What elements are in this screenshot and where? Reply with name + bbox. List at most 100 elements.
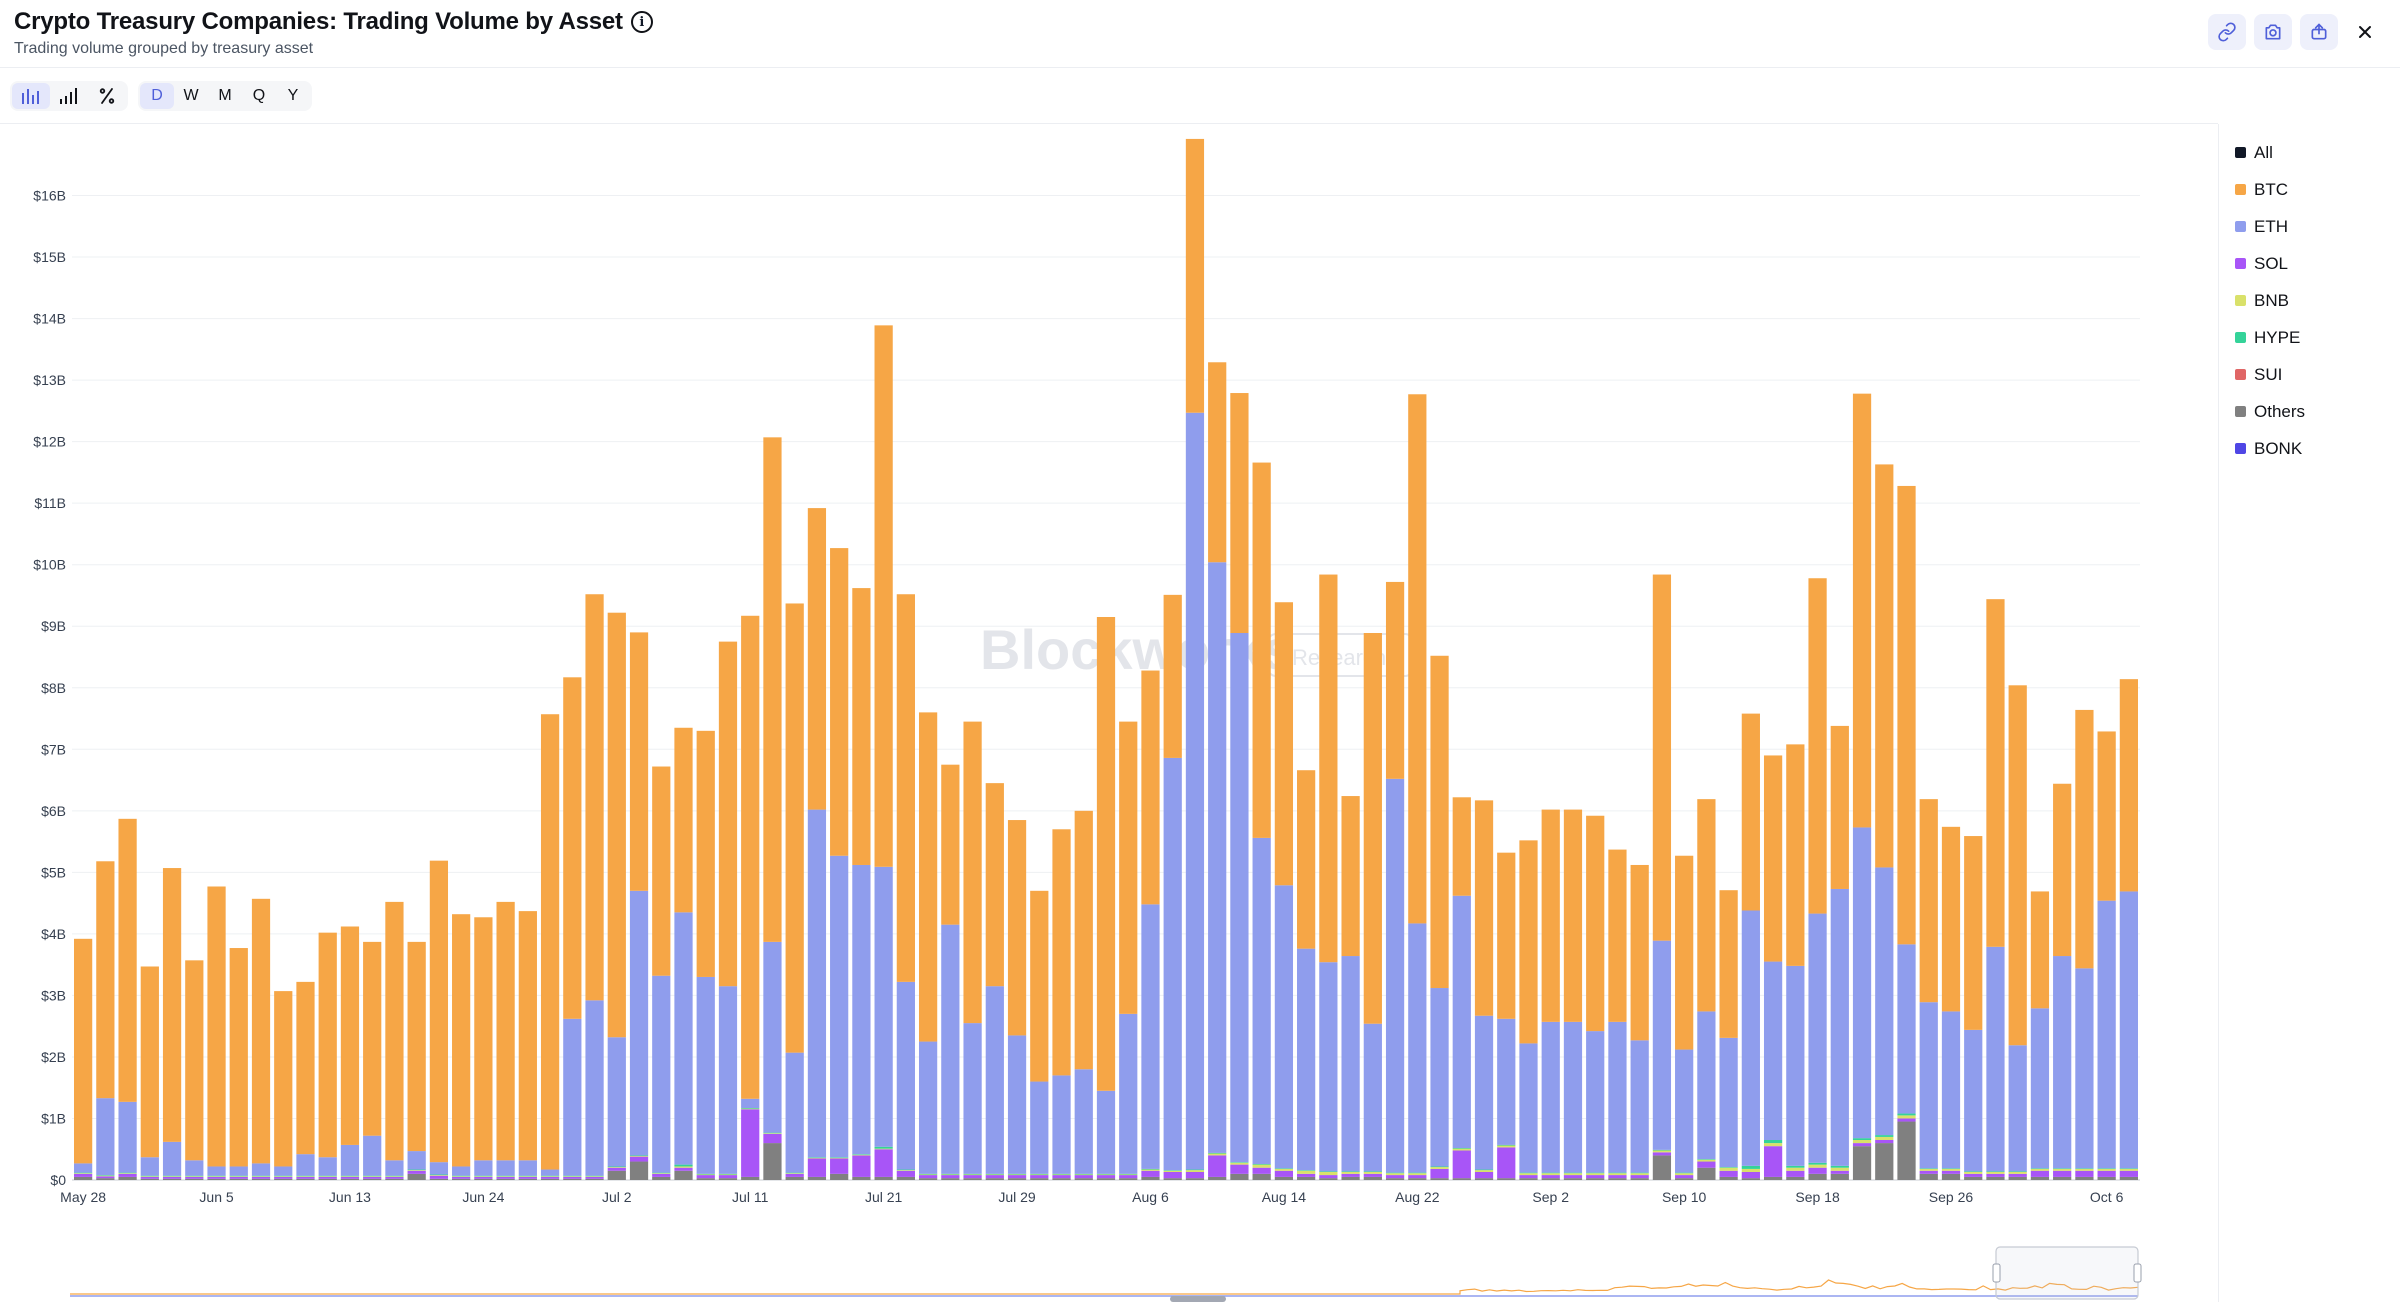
bar-btc[interactable] bbox=[1563, 809, 1583, 1022]
bar-hype[interactable] bbox=[1052, 1173, 1071, 1175]
bar-bnb[interactable] bbox=[1274, 1168, 1294, 1171]
bar-bnb[interactable] bbox=[1630, 1173, 1649, 1176]
bar-bnb[interactable] bbox=[1986, 1172, 2005, 1174]
bar-btc[interactable] bbox=[1808, 578, 1827, 914]
bar-eth[interactable] bbox=[1363, 1023, 1382, 1172]
bar-btc[interactable] bbox=[1986, 599, 2005, 947]
bar-others[interactable] bbox=[1830, 1173, 1849, 1180]
bar-bnb[interactable] bbox=[96, 1175, 115, 1177]
bar-btc[interactable] bbox=[1652, 574, 1672, 941]
bar-bnb[interactable] bbox=[1319, 1172, 1338, 1176]
bar-hype[interactable] bbox=[763, 1132, 782, 1134]
bar-btc[interactable] bbox=[1007, 820, 1027, 1036]
bar-bnb[interactable] bbox=[452, 1176, 471, 1177]
bar-eth[interactable] bbox=[1964, 1029, 1983, 1172]
bar-eth[interactable] bbox=[429, 1162, 449, 1175]
bar-eth[interactable] bbox=[74, 1163, 93, 1173]
bar-others[interactable] bbox=[1897, 1121, 1916, 1180]
bar-eth[interactable] bbox=[718, 986, 738, 1174]
bar-bnb[interactable] bbox=[785, 1173, 804, 1174]
bar-others[interactable] bbox=[340, 1178, 360, 1180]
bar-bnb[interactable] bbox=[2075, 1168, 2094, 1171]
bar-others[interactable] bbox=[2053, 1176, 2072, 1180]
bar-sol[interactable] bbox=[407, 1170, 426, 1174]
bar-sol[interactable] bbox=[185, 1176, 204, 1179]
timeframe-d-button[interactable]: D bbox=[140, 83, 174, 109]
bar-hype[interactable] bbox=[963, 1173, 982, 1175]
bar-eth[interactable] bbox=[229, 1166, 248, 1176]
bar-sol[interactable] bbox=[1941, 1170, 1961, 1174]
bar-btc[interactable] bbox=[1452, 797, 1471, 896]
bar-btc[interactable] bbox=[162, 868, 182, 1142]
bar-sol[interactable] bbox=[74, 1173, 93, 1177]
bar-eth[interactable] bbox=[274, 1166, 293, 1176]
bar-btc[interactable] bbox=[1586, 815, 1605, 1032]
bar-eth[interactable] bbox=[2119, 891, 2138, 1169]
bar-bnb[interactable] bbox=[674, 1166, 693, 1168]
bar-btc[interactable] bbox=[1474, 800, 1494, 1016]
bar-eth[interactable] bbox=[1786, 965, 1805, 1166]
bar-bnb[interactable] bbox=[2119, 1168, 2138, 1171]
bar-bnb[interactable] bbox=[1786, 1167, 1805, 1171]
bar-others[interactable] bbox=[1430, 1178, 1449, 1180]
bar-eth[interactable] bbox=[941, 924, 960, 1174]
bar-eth[interactable] bbox=[1741, 910, 1760, 1166]
bar-sol[interactable] bbox=[741, 1109, 760, 1177]
bar-btc[interactable] bbox=[963, 721, 982, 1024]
bar-hype[interactable] bbox=[652, 1172, 671, 1174]
bar-hype[interactable] bbox=[1030, 1173, 1049, 1175]
bar-sol[interactable] bbox=[1274, 1170, 1294, 1177]
bar-sol[interactable] bbox=[1497, 1147, 1516, 1179]
bar-hype[interactable] bbox=[629, 1155, 649, 1157]
bar-eth[interactable] bbox=[207, 1166, 226, 1176]
bar-hype[interactable] bbox=[1385, 1172, 1405, 1174]
bar-eth[interactable] bbox=[251, 1163, 271, 1176]
bar-btc[interactable] bbox=[74, 938, 93, 1164]
bar-others[interactable] bbox=[385, 1178, 404, 1180]
bar-btc[interactable] bbox=[2119, 679, 2138, 892]
bar-others[interactable] bbox=[2008, 1176, 2027, 1180]
bar-bnb[interactable] bbox=[1608, 1173, 1627, 1176]
bar-others[interactable] bbox=[1652, 1155, 1672, 1180]
bar-hype[interactable] bbox=[407, 1169, 426, 1171]
bar-hype[interactable] bbox=[251, 1175, 271, 1177]
bar-hype[interactable] bbox=[2030, 1168, 2050, 1169]
bar-hype[interactable] bbox=[1452, 1148, 1471, 1149]
bar-btc[interactable] bbox=[340, 926, 360, 1145]
bar-bnb[interactable] bbox=[74, 1173, 93, 1174]
bar-sol[interactable] bbox=[1185, 1172, 1205, 1179]
bar-btc[interactable] bbox=[585, 594, 604, 1001]
bar-btc[interactable] bbox=[540, 714, 560, 1170]
bar-bnb[interactable] bbox=[340, 1176, 360, 1177]
bar-eth[interactable] bbox=[1430, 988, 1449, 1167]
bar-sol[interactable] bbox=[363, 1176, 382, 1179]
bar-sol[interactable] bbox=[1096, 1175, 1116, 1179]
bar-btc[interactable] bbox=[2008, 685, 2027, 1046]
bar-btc[interactable] bbox=[629, 632, 649, 891]
bar-btc[interactable] bbox=[652, 766, 671, 976]
bar-hype[interactable] bbox=[1808, 1162, 1827, 1165]
timeframe-q-button[interactable]: Q bbox=[252, 87, 266, 104]
bar-others[interactable] bbox=[629, 1161, 649, 1180]
bar-others[interactable] bbox=[2097, 1176, 2116, 1180]
bar-btc[interactable] bbox=[251, 898, 271, 1164]
bar-eth[interactable] bbox=[1497, 1018, 1516, 1145]
bar-btc[interactable] bbox=[1719, 890, 1738, 1038]
bar-hype[interactable] bbox=[1074, 1173, 1093, 1175]
bar-hype[interactable] bbox=[1563, 1172, 1583, 1174]
bar-bnb[interactable] bbox=[2053, 1168, 2072, 1171]
bar-eth[interactable] bbox=[1830, 888, 1849, 1166]
bar-bnb[interactable] bbox=[1363, 1172, 1382, 1174]
bar-sol[interactable] bbox=[1007, 1175, 1027, 1179]
bar-eth[interactable] bbox=[185, 1160, 204, 1176]
bar-hype[interactable] bbox=[296, 1175, 315, 1177]
bar-others[interactable] bbox=[2119, 1176, 2138, 1180]
bar-eth[interactable] bbox=[830, 855, 849, 1158]
bar-btc[interactable] bbox=[941, 764, 960, 925]
bar-sol[interactable] bbox=[1675, 1175, 1694, 1179]
bar-hype[interactable] bbox=[1586, 1172, 1605, 1174]
bar-btc[interactable] bbox=[1964, 836, 1983, 1030]
bar-btc[interactable] bbox=[518, 911, 537, 1161]
bar-btc[interactable] bbox=[807, 508, 827, 810]
bar-eth[interactable] bbox=[1230, 633, 1249, 1163]
